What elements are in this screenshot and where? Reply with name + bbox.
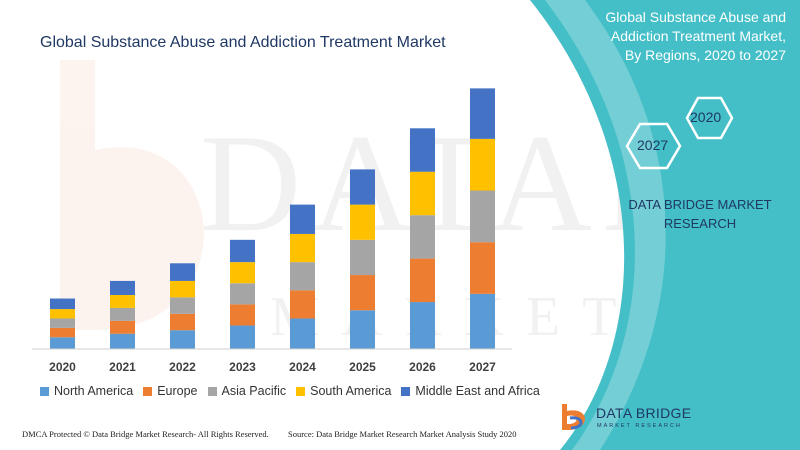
legend-label: South America [310, 384, 392, 398]
bar-segment-asia-pacific-2022 [170, 297, 195, 314]
logo-name: DATA BRIDGE [596, 405, 692, 421]
side-panel-heading-line: Global Substance Abuse and [605, 9, 786, 25]
x-tick-label: 2023 [229, 360, 256, 374]
bar-segment-south-america-2026 [410, 171, 435, 216]
legend-label: Middle East and Africa [415, 384, 540, 398]
bar-segment-south-america-2020 [50, 309, 75, 319]
legend-item: Europe [143, 384, 198, 398]
bar-segment-middle-east-and-africa-2024 [290, 204, 315, 234]
legend-label: North America [54, 384, 134, 398]
bar-segment-europe-2027 [470, 242, 495, 294]
logo-icon [562, 404, 586, 430]
x-tick-label: 2025 [349, 360, 376, 374]
bar-segment-south-america-2025 [350, 204, 375, 240]
x-tick-label: 2021 [109, 360, 136, 374]
bar-segment-north-america-2027 [470, 293, 495, 349]
bar-segment-middle-east-and-africa-2026 [410, 128, 435, 172]
side-panel-brand-line: DATA BRIDGE MARKET [628, 197, 772, 212]
legend-label: Asia Pacific [221, 384, 287, 398]
bar-segment-middle-east-and-africa-2025 [350, 169, 375, 205]
legend-item: South America [296, 384, 391, 398]
side-panel-heading: Global Substance Abuse and Addiction Tre… [526, 8, 786, 65]
logo-tagline: MARKET RESEARCH [597, 423, 682, 429]
bar-segment-south-america-2023 [230, 262, 255, 284]
bar-segment-asia-pacific-2021 [110, 307, 135, 321]
legend-swatch [296, 386, 306, 396]
hexagon-2027-label: 2027 [637, 137, 669, 153]
side-panel-heading-line: By Regions, 2020 to 2027 [624, 47, 786, 63]
legend-item: Asia Pacific [207, 384, 287, 398]
bar-segment-europe-2021 [110, 320, 135, 334]
bar-segment-middle-east-and-africa-2027 [470, 88, 495, 139]
bar-segment-north-america-2022 [170, 330, 195, 349]
bar-segment-north-america-2021 [110, 333, 135, 349]
bar-segment-middle-east-and-africa-2020 [50, 298, 75, 310]
side-panel-background [530, 0, 800, 450]
legend-swatch [401, 386, 411, 396]
bars-group [50, 88, 495, 349]
chart-legend: North America Europe Asia Pacific South Ame… [40, 384, 550, 398]
legend-item: Middle East and Africa [401, 384, 540, 398]
bar-segment-asia-pacific-2024 [290, 262, 315, 291]
footer-copyright: DMCA Protected © Data Bridge Market Rese… [22, 429, 269, 439]
bar-segment-middle-east-and-africa-2022 [170, 263, 195, 281]
bar-segment-asia-pacific-2027 [470, 190, 495, 243]
bar-segment-europe-2023 [230, 304, 255, 326]
x-tick-label: 2026 [409, 360, 436, 374]
bar-segment-europe-2025 [350, 275, 375, 311]
bar-segment-north-america-2026 [410, 302, 435, 349]
bar-segment-middle-east-and-africa-2023 [230, 239, 255, 263]
bar-segment-europe-2020 [50, 327, 75, 338]
bar-segment-asia-pacific-2023 [230, 283, 255, 305]
hexagon-2020-label: 2020 [690, 109, 722, 125]
chart-title: Global Substance Abuse and Addiction Tre… [40, 34, 446, 51]
bar-segment-asia-pacific-2026 [410, 215, 435, 259]
bar-segment-north-america-2020 [50, 337, 75, 349]
bar-segment-asia-pacific-2025 [350, 239, 375, 276]
legend-swatch [207, 386, 217, 396]
bar-segment-north-america-2023 [230, 325, 255, 349]
bar-segment-europe-2024 [290, 290, 315, 319]
legend-item: North America [40, 384, 133, 398]
side-panel-heading-line: Addiction Treatment Market, [610, 28, 786, 44]
legend-swatch [40, 386, 49, 396]
bar-segment-south-america-2027 [470, 138, 495, 191]
x-tick-label: 2027 [469, 360, 496, 374]
x-tick-label: 2024 [289, 360, 316, 374]
bar-segment-asia-pacific-2020 [50, 318, 75, 328]
legend-swatch [143, 386, 153, 396]
bar-segment-south-america-2022 [170, 280, 195, 298]
x-tick-labels: 2020 2021 2022 2023 2024 2025 2026 2027 [49, 360, 496, 374]
footer-source: Source: Data Bridge Market Research Mark… [288, 429, 517, 439]
x-tick-label: 2022 [169, 360, 196, 374]
bar-segment-middle-east-and-africa-2021 [110, 280, 135, 295]
side-panel-brand-line: RESEARCH [663, 216, 737, 231]
bar-segment-north-america-2024 [290, 318, 315, 349]
bar-segment-europe-2022 [170, 313, 195, 331]
side-panel-white-band [545, 0, 666, 450]
bar-segment-north-america-2025 [350, 310, 375, 349]
bar-segment-europe-2026 [410, 258, 435, 303]
legend-label: Europe [157, 384, 198, 398]
bar-segment-south-america-2024 [290, 233, 315, 263]
hexagon-2027 [625, 122, 682, 170]
hexagon-2020 [685, 96, 734, 140]
side-panel-brand: DATA BRIDGE MARKET RESEARCH [600, 195, 800, 233]
x-tick-label: 2020 [49, 360, 76, 374]
bar-segment-south-america-2021 [110, 295, 135, 308]
